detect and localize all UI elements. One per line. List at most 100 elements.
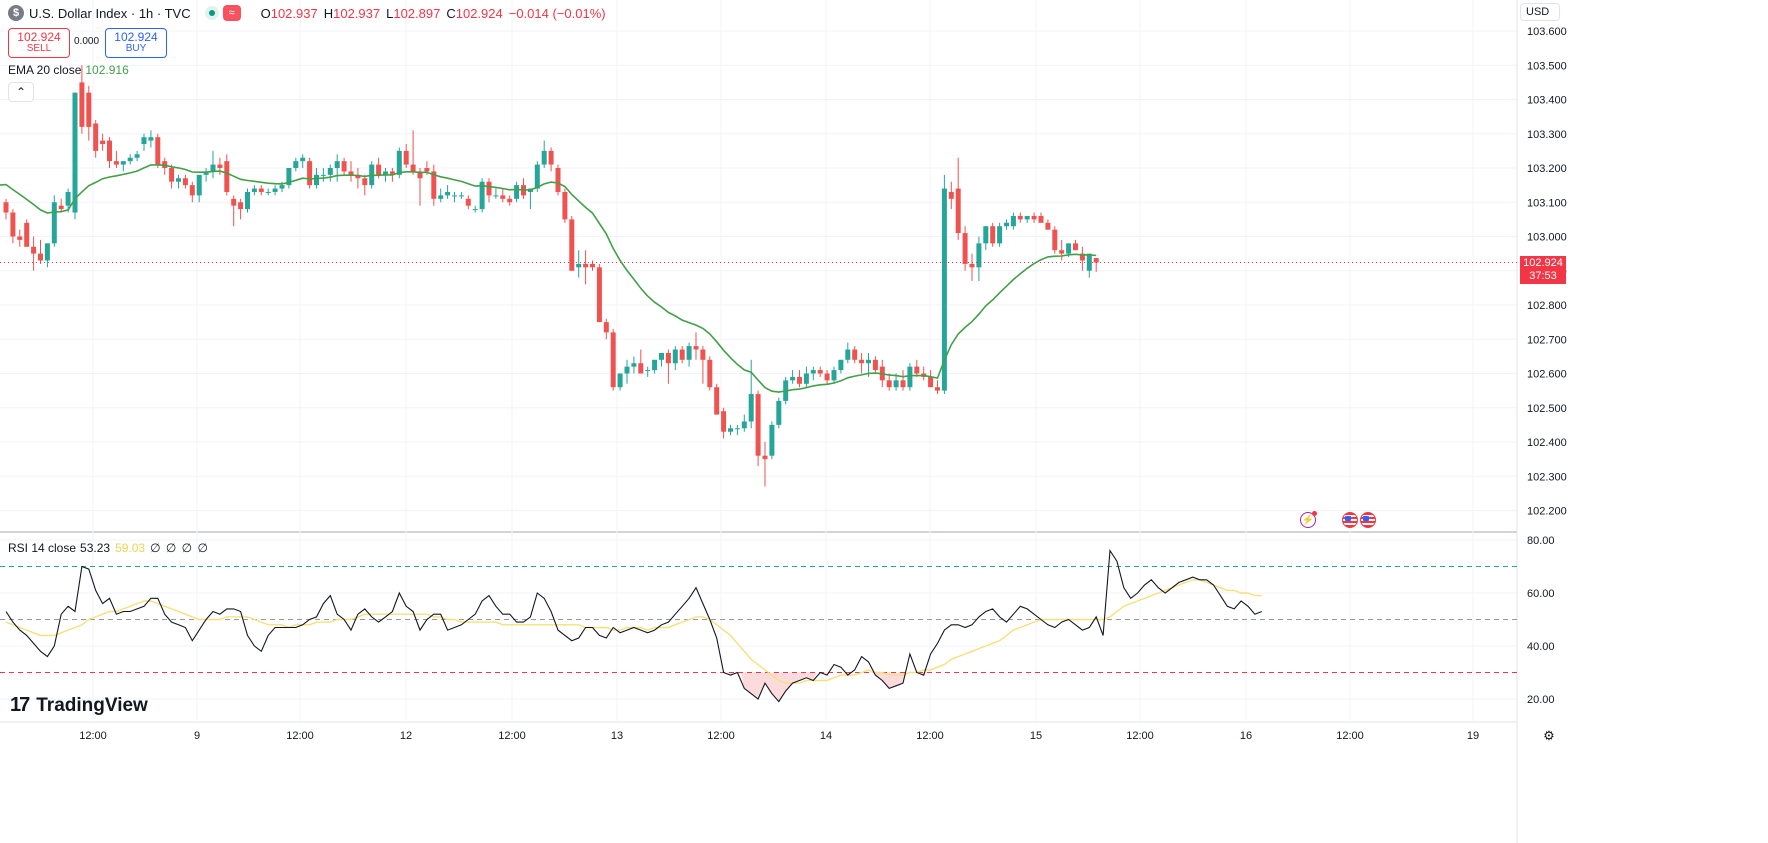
candle-body [803,373,809,384]
candle-body [1052,229,1058,251]
candle-body [576,263,582,268]
us-flag-event-icon[interactable] [1342,512,1358,528]
candle [976,236,982,282]
rsi-line [5,548,1263,703]
y-tick-label: 102.700 [1527,334,1567,346]
candle [797,370,802,388]
candle-body [155,137,161,165]
candle-body [410,164,416,172]
candle [983,226,989,251]
candle-body [624,366,630,374]
candle-body [1024,215,1030,220]
candle-body [907,366,913,388]
candle [645,366,651,377]
candle-body [514,185,520,199]
candle [452,191,457,203]
candle [141,133,147,151]
candle-body [748,394,754,422]
candle-body [679,349,685,360]
candle [886,373,892,391]
candle [1031,212,1037,223]
candle-body [479,181,485,210]
ohlc-low: L102.897 [386,5,441,21]
candle-body [134,154,140,158]
candle-body [1031,215,1037,220]
currency-label: USD [1526,6,1550,18]
candle-body [762,455,768,460]
candle-body [127,157,133,162]
candle-body [286,168,292,186]
candle [548,147,554,172]
tradingview-logo[interactable]: 17 TradingView [10,694,148,717]
x-tick-label: 16 [1240,730,1252,742]
candle-body [341,161,347,172]
candle [238,198,244,220]
y-tick-label: 102.300 [1527,471,1567,483]
candle-body [872,359,878,371]
candle [286,168,292,189]
candle [203,168,209,182]
ema-legend[interactable]: EMA 20 close 102.916 [8,63,129,77]
candle-body [990,226,996,244]
candle [148,130,154,148]
logo-mark: 17 [10,694,30,716]
candle-body [845,349,851,360]
candle-body [327,168,333,175]
candle [176,174,181,189]
candle-body [700,349,706,360]
candle-body [948,191,954,199]
candle [113,150,119,168]
candle [300,154,306,168]
candle-body [665,352,671,364]
buy-label: BUY [125,43,147,54]
candle-body [107,140,112,162]
candle-body [438,195,444,199]
candle [93,120,99,158]
candle [941,174,947,395]
sell-button[interactable]: 102.924 SELL [8,28,70,58]
candles [3,65,1099,487]
candle-body [693,346,699,350]
candle-body [1093,258,1099,263]
y-tick-label: 103.000 [1527,232,1567,244]
collapse-legend-button[interactable]: ⌃ [8,82,34,102]
candle-body [914,366,920,374]
candle-body [831,370,837,381]
candle [327,164,333,182]
candle [741,414,747,432]
x-tick-label: 12:00 [286,730,314,742]
candle [1010,212,1016,230]
candle [1052,226,1058,254]
candle-body [314,174,319,186]
candle-body [17,236,23,240]
candle-body [1066,243,1072,254]
candle-body [300,157,306,162]
candle-body [210,164,216,172]
y-tick-label: 102.600 [1527,369,1567,381]
x-tick-label: 12:00 [79,730,107,742]
gear-icon[interactable]: ⚙ [1543,728,1555,743]
chevron-up-icon: ⌃ [15,85,27,99]
candle [417,168,423,206]
candle [997,222,1003,247]
candle-body [707,359,713,388]
candle [514,181,520,203]
us-flag-event-icon-2[interactable] [1360,512,1376,528]
lightning-event-icon[interactable]: ⚡ [1300,511,1317,528]
candle-body [258,188,264,192]
candle [38,239,43,264]
candle-body [231,198,237,206]
candle-body [900,380,906,388]
candle [86,85,92,141]
buy-button[interactable]: 102.924 BUY [105,28,167,58]
candle-body [596,267,602,323]
bar-countdown: 37:53 [1529,270,1557,282]
candle [1086,253,1092,278]
candle [355,168,361,189]
rsi-legend[interactable]: RSI 14 close 53.23 59.03 ∅ ∅ ∅ ∅ [8,541,209,555]
candle-body [983,226,989,244]
currency-button[interactable]: USD [1520,3,1560,21]
candle [465,195,471,210]
symbol-title[interactable]: U.S. Dollar Index · 1h · TVC [29,5,191,21]
